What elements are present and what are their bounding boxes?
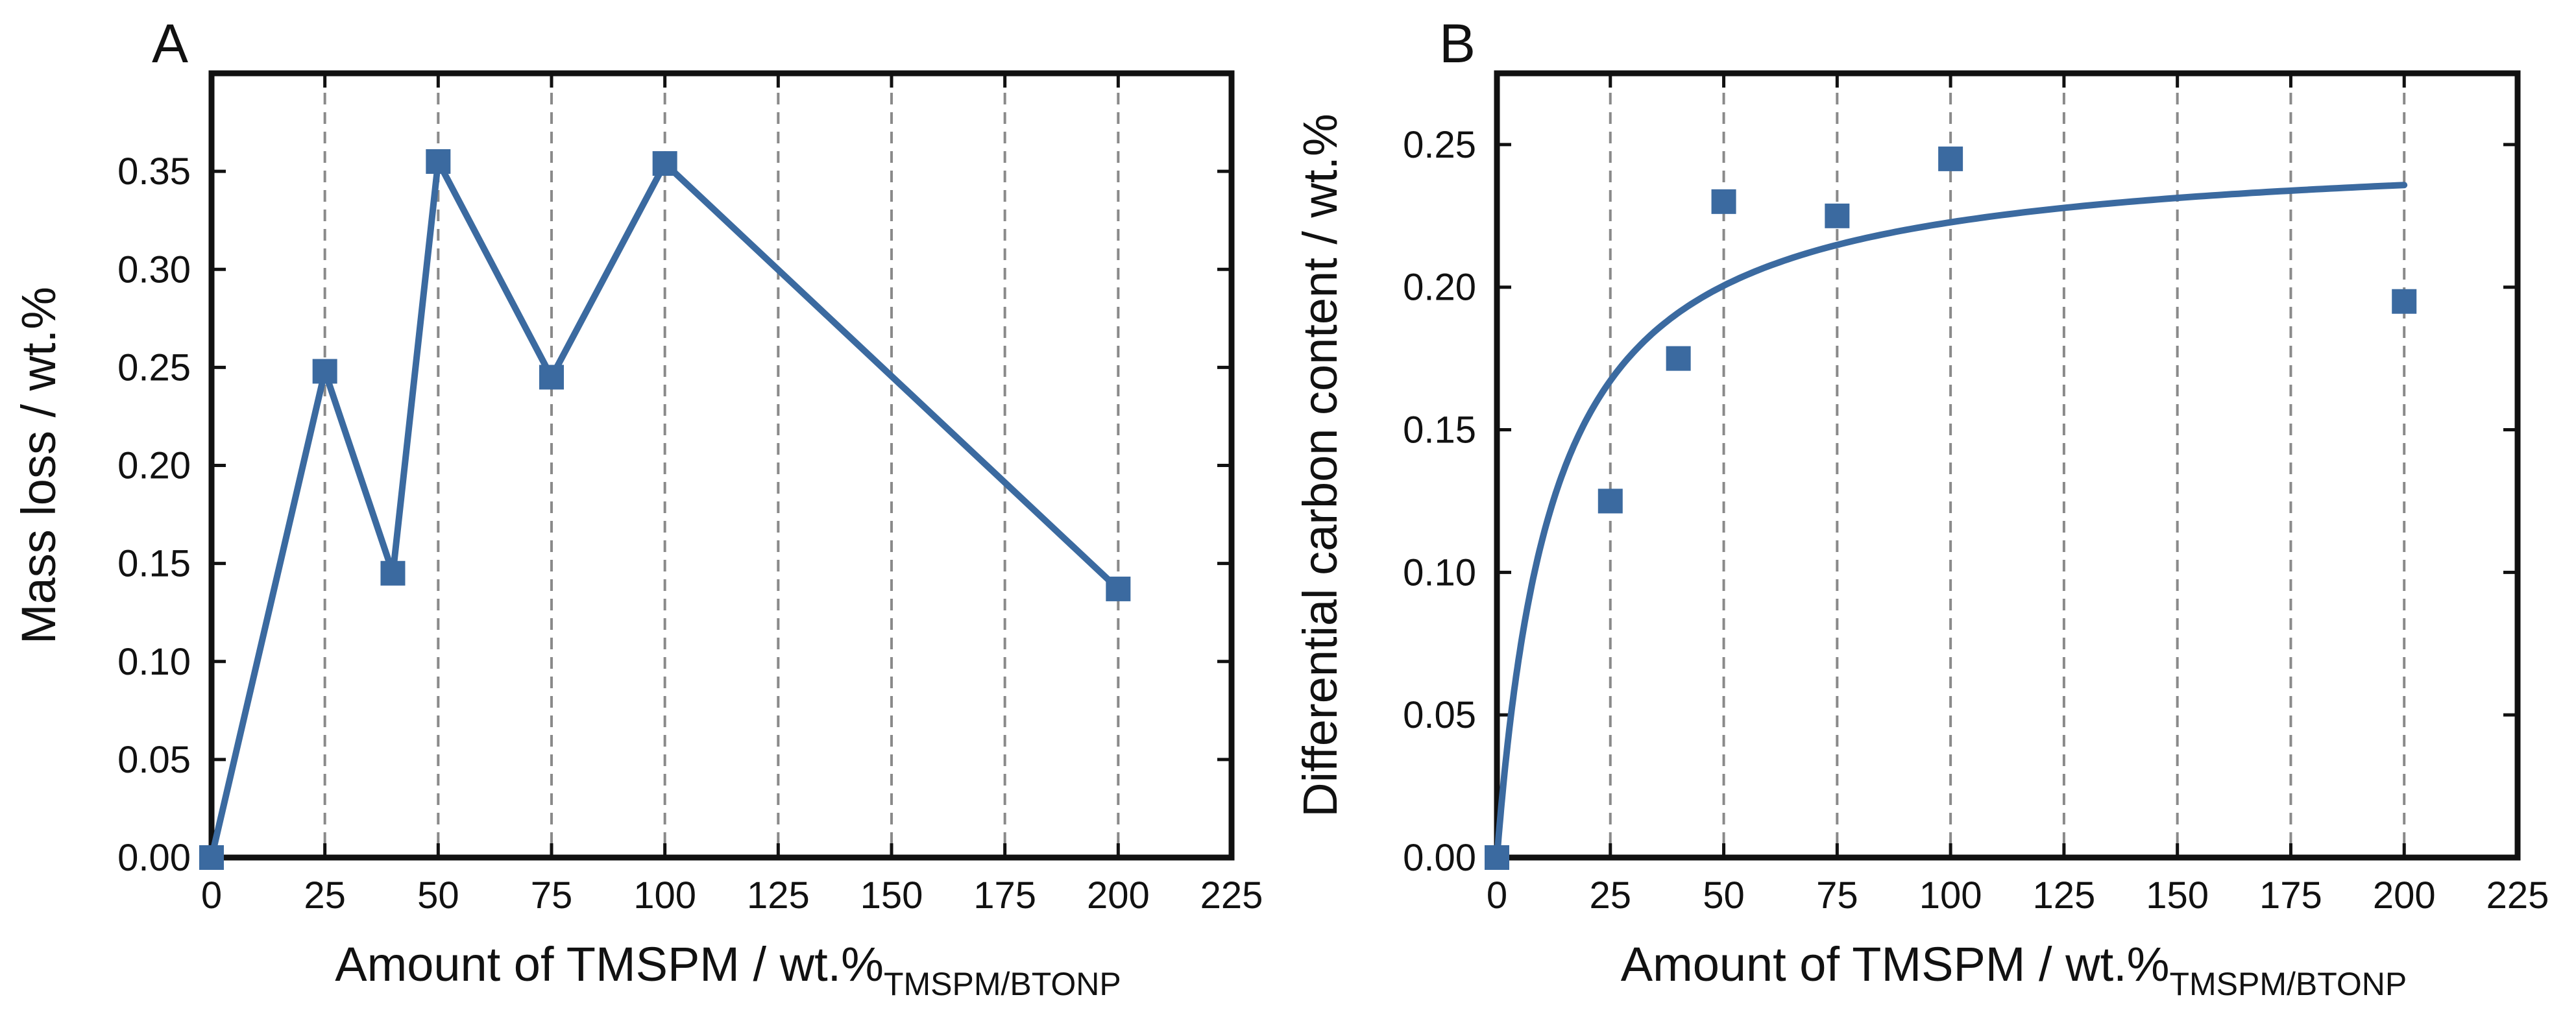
x-tick-label: 175	[2259, 874, 2322, 917]
y-tick-label: 0.05	[117, 739, 191, 781]
y-tick-label: 0.30	[117, 248, 191, 291]
x-axis-title: Amount of TMSPM / wt.%TMSPM/BTONP	[1621, 937, 2407, 1002]
y-tick-label: 0.10	[117, 641, 191, 683]
x-axis-title: Amount of TMSPM / wt.%TMSPM/BTONP	[335, 937, 1121, 1002]
x-tick-label: 50	[1703, 874, 1745, 917]
x-axis-title-subscript: TMSPM/BTONP	[2169, 966, 2407, 1002]
x-tick-label: 225	[1200, 874, 1263, 917]
x-tick-label: 0	[201, 874, 222, 917]
data-point-marker	[2392, 289, 2417, 314]
x-tick-label: 75	[1816, 874, 1858, 917]
x-tick-label: 25	[304, 874, 346, 917]
y-tick-label: 0.10	[1403, 551, 1476, 594]
y-tick-label: 0.20	[117, 445, 191, 487]
x-tick-label: 175	[973, 874, 1036, 917]
x-axis-title-main: Amount of TMSPM / wt.%	[335, 937, 884, 991]
y-axis-title: Differential carbon content / wt.%	[1293, 114, 1347, 817]
panel-b-carbon-content-chart: 0 25 50 75 100 125 150 175 200 225 0.00 0.05 0.10 0.1…	[1293, 13, 2549, 1002]
data-point-marker	[380, 560, 406, 586]
x-tick-label: 125	[747, 874, 810, 917]
y-tick-label: 0.25	[1403, 124, 1476, 166]
y-tick-label: 0.20	[1403, 267, 1476, 309]
x-tick-label: 200	[2373, 874, 2436, 917]
panel-letter: A	[152, 13, 188, 74]
y-tick-label: 0.25	[117, 346, 191, 389]
x-tick-label: 200	[1087, 874, 1150, 917]
data-point-marker	[1666, 346, 1691, 371]
fit-curve	[1494, 182, 2408, 861]
x-tick-label: 100	[1919, 874, 1982, 917]
data-point-marker	[1485, 845, 1509, 870]
x-axis-title-subscript: TMSPM/BTONP	[884, 966, 1121, 1002]
plot-frame	[208, 70, 1235, 861]
x-tick-label: 100	[633, 874, 696, 917]
panel-letter: B	[1439, 13, 1476, 74]
y-tick-label: 0.00	[1403, 837, 1476, 879]
x-tick-label: 150	[2146, 874, 2209, 917]
y-tick-label: 0.00	[117, 837, 191, 879]
y-tick-label: 0.35	[117, 150, 191, 193]
y-tick-label: 0.15	[1403, 409, 1476, 451]
x-tick-label: 50	[417, 874, 459, 917]
data-point-marker	[1711, 189, 1736, 214]
y-axis-title: Mass loss / wt.%	[12, 287, 66, 644]
y-tick-label: 0.15	[117, 543, 191, 585]
x-axis-title-main: Amount of TMSPM / wt.%	[1621, 937, 2170, 991]
data-point-marker	[1825, 203, 1850, 228]
x-tick-label: 0	[1487, 874, 1507, 917]
plot-frame	[1494, 70, 2521, 861]
y-tick-label: 0.05	[1403, 694, 1476, 736]
data-point-marker	[652, 151, 677, 176]
data-point-marker	[1938, 146, 1963, 171]
x-tick-label: 225	[2486, 874, 2549, 917]
panel-a-mass-loss-chart: 0 25 50 75 100 125 150 175 200 225 0.00 0.05 0.10 0.1…	[12, 13, 1263, 1002]
data-point-marker	[426, 149, 451, 174]
data-point-marker	[1598, 488, 1623, 514]
x-tick-label: 150	[860, 874, 923, 917]
data-point-marker	[312, 359, 337, 384]
x-tick-label: 75	[531, 874, 573, 917]
data-point-marker	[1106, 576, 1131, 601]
data-point-marker	[539, 365, 564, 390]
data-point-marker	[199, 845, 224, 870]
x-tick-label: 125	[2032, 874, 2095, 917]
x-tick-label: 25	[1590, 874, 1632, 917]
